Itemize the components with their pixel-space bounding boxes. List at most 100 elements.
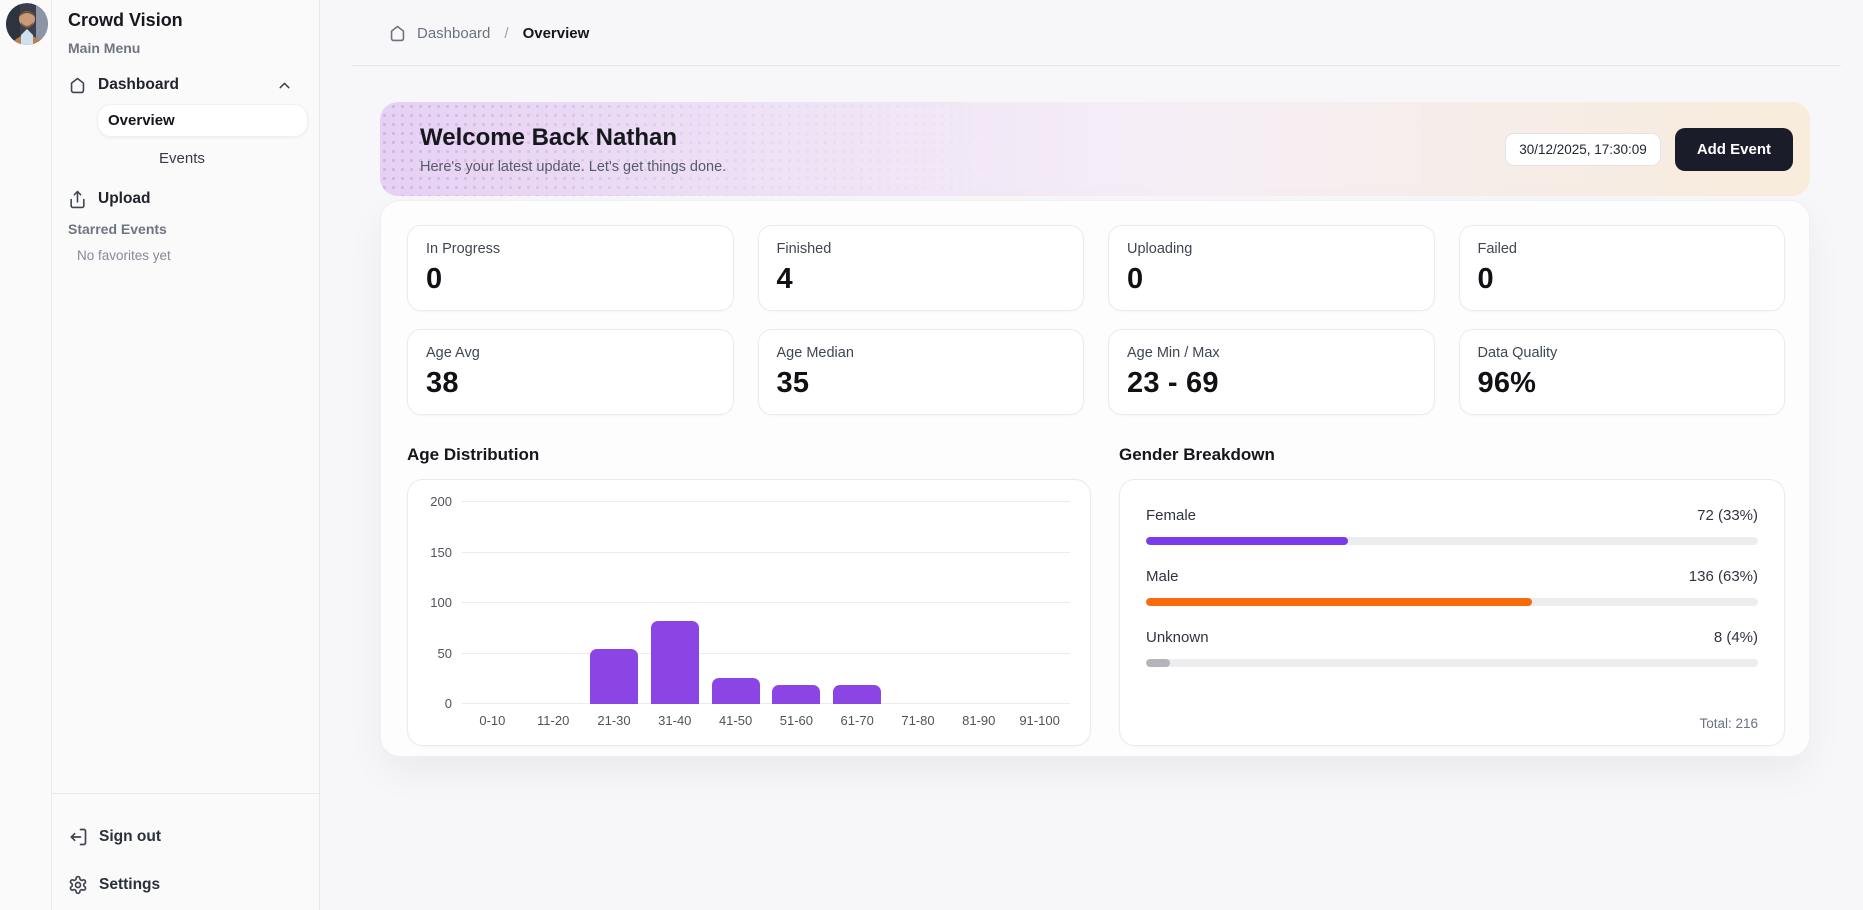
gender-total: Total: 216 [1699,716,1758,731]
settings-button[interactable]: Settings [68,870,305,900]
sign-out-button[interactable]: Sign out [68,822,305,852]
bar-slot [948,502,1009,704]
gender-breakdown-card: Female 72 (33%) Male 136 (63%) Unknown8 (4%)… [1119,479,1785,746]
sign-out-label: Sign out [99,828,161,846]
stat-value: 0 [426,263,715,296]
app-window: Crowd Vision Main Menu Dashboard Overvie… [0,0,1863,910]
stat-label: Data Quality [1478,345,1767,361]
gender-breakdown-title: Gender Breakdown [1119,445,1785,465]
y-tick-label: 50 [438,646,452,661]
stat-card-age-min-max: Age Min / Max 23 - 69 [1108,329,1435,415]
stat-label: Age Avg [426,345,715,361]
age-distribution-section: Age Distribution 050100150200 0-1011-202… [407,445,1091,746]
gender-row-male: Male 136 (63%) [1146,568,1758,606]
sidebar-item-overview[interactable]: Overview [97,104,308,137]
gender-label: Unknown [1146,629,1209,646]
starred-empty-state: No favorites yet [77,248,171,263]
x-tick-label: 61-70 [827,713,888,728]
avatar[interactable] [6,3,48,45]
stat-card-age-median: Age Median 35 [758,329,1085,415]
sidebar-footer-divider [52,793,319,794]
sidebar-section-starred-events: Starred Events [68,221,167,237]
stat-value: 96% [1478,367,1767,400]
y-tick-label: 100 [430,595,452,610]
datetime-badge[interactable]: 30/12/2025, 17:30:09 [1505,133,1661,166]
gender-label: Female [1146,507,1196,524]
y-tick-label: 0 [445,696,452,711]
age-distribution-chart: 0 50 100 150 200 0-1011-2021-3031-4041-5051-… [407,479,1091,746]
bar-slot [766,502,827,704]
x-tick-label: 21-30 [584,713,645,728]
breadcrumb: Dashboard / Overview [320,0,1863,66]
bar-slot [827,502,888,704]
sidebar-item-dashboard[interactable]: Dashboard [68,70,305,100]
sidebar-item-label: Overview [108,112,175,129]
x-tick-label: 11-20 [523,713,584,728]
gender-row-header: Unknown8 (4%) [1146,629,1758,646]
sidebar-section-main-menu: Main Menu [68,40,140,56]
bar-slot [523,502,584,704]
bar-slot [888,502,949,704]
stat-value: 35 [777,367,1066,400]
stat-card-uploading: Uploading 0 [1108,225,1435,311]
gender-bar-fill [1146,537,1348,545]
add-event-button[interactable]: Add Event [1675,128,1793,171]
home-icon [68,76,87,95]
gender-breakdown-section: Gender Breakdown Female 72 (33%) Male 136 (… [1119,445,1785,746]
stat-label: Age Min / Max [1127,345,1416,361]
gender-row-unknown: Unknown8 (4%) [1146,629,1758,667]
sidebar-item-label: Dashboard [98,76,179,94]
bar-slot [584,502,645,704]
charts-row: Age Distribution 050100150200 0-1011-202… [407,445,1785,746]
bar-slot [1009,502,1070,704]
welcome-banner: Welcome Back Nathan Here's your latest u… [380,102,1810,196]
x-tick-label: 41-50 [705,713,766,728]
gender-bar-fill [1146,598,1532,606]
x-tick-label: 0-10 [462,713,523,728]
stat-value: 23 - 69 [1127,367,1416,400]
welcome-title: Welcome Back Nathan [420,124,726,152]
bar-slot [705,502,766,704]
chevron-up-icon[interactable] [276,77,293,94]
bar-31-40 [651,621,699,704]
age-chart-x-labels: 0-1011-2021-3031-4041-5051-6061-7071-808… [462,713,1070,728]
stat-card-finished: Finished 4 [758,225,1085,311]
stat-label: In Progress [426,241,715,257]
breadcrumb-current: Overview [523,25,590,42]
gender-value: 72 (33%) [1697,507,1758,524]
sidebar-item-label: Upload [98,190,151,208]
x-tick-label: 81-90 [948,713,1009,728]
gender-row-header: Female 72 (33%) [1146,507,1758,524]
bar-61-70 [833,685,881,704]
stat-value: 4 [777,263,1066,296]
stat-label: Age Median [777,345,1066,361]
gender-rows: Female 72 (33%) Male 136 (63%) Unknown8 (4%) [1146,507,1758,667]
sidebar-item-events[interactable]: Events [159,150,205,167]
welcome-subtitle: Here's your latest update. Let's get thi… [420,159,726,175]
y-tick-label: 150 [430,545,452,560]
gender-bar-track [1146,659,1758,667]
sidebar: Crowd Vision Main Menu Dashboard Overvie… [52,0,320,910]
stat-card-failed: Failed 0 [1459,225,1786,311]
age-chart-body: 050100150200 [424,502,1070,704]
dashboard-panel: In Progress 0 Finished 4 Uploading 0 Fai… [380,200,1810,757]
stats-grid: In Progress 0 Finished 4 Uploading 0 Fai… [407,225,1785,415]
age-chart-y-axis: 050100150200 [424,502,462,704]
age-chart-plot [462,502,1070,704]
sidebar-item-upload[interactable]: Upload [68,184,305,214]
gender-bar-track [1146,598,1758,606]
breadcrumb-dashboard[interactable]: Dashboard [417,25,490,42]
home-icon[interactable] [388,24,407,43]
stat-label: Finished [777,241,1066,257]
gender-value: 136 (63%) [1689,568,1758,585]
gender-bar-fill [1146,659,1170,667]
age-chart-bars [462,502,1070,704]
banner-actions: 30/12/2025, 17:30:09 Add Event [1505,128,1793,171]
gender-label: Male [1146,568,1179,585]
y-tick-label: 200 [430,494,452,509]
avatar-rail [0,0,52,910]
breadcrumb-separator: / [504,25,508,42]
stat-card-age-avg: Age Avg 38 [407,329,734,415]
stat-card-in-progress: In Progress 0 [407,225,734,311]
x-tick-label: 91-100 [1009,713,1070,728]
